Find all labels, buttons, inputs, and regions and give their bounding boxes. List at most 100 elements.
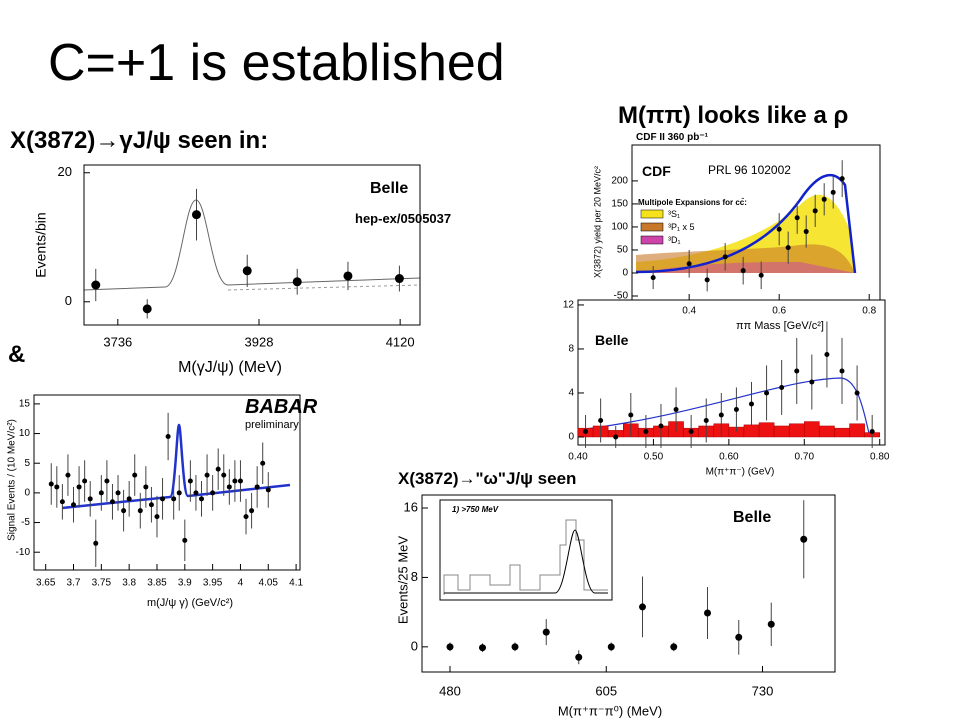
x-tick-label: 3.8 <box>122 578 136 589</box>
data-point <box>764 390 770 396</box>
x-tick-label: 4.05 <box>259 578 279 589</box>
data-point <box>76 484 82 490</box>
data-point <box>48 481 54 487</box>
plot-frame <box>577 299 886 446</box>
data-point <box>511 643 519 651</box>
legend-swatch <box>640 209 664 219</box>
data-point <box>639 603 646 611</box>
y-axis-label: X(3872) yield per 20 MeV/c² <box>592 166 602 278</box>
y-tick-label: 0 <box>411 638 418 653</box>
data-point <box>650 275 656 281</box>
data-point <box>148 502 154 508</box>
legend-swatch <box>640 222 664 232</box>
x-tick-label: 0.40 <box>568 452 588 463</box>
x-axis-label: M(π⁺π⁻) (GeV) <box>706 467 775 478</box>
data-point <box>613 434 619 440</box>
data-point <box>583 428 589 434</box>
y-tick-label: 200 <box>611 176 628 187</box>
data-point <box>171 496 177 502</box>
data-point <box>191 210 201 220</box>
plot-note: ³P₁ x 5 <box>668 222 695 232</box>
x-tick-label: 4.1 <box>289 578 303 589</box>
data-point <box>343 271 353 281</box>
data-point <box>210 490 216 496</box>
plot-frame <box>33 394 301 571</box>
plot-note: ³S₁ <box>668 209 680 219</box>
data-point <box>154 514 160 520</box>
data-point <box>187 478 193 484</box>
x-tick-label: 0.80 <box>870 452 890 463</box>
x-tick-label: 3.65 <box>36 578 56 589</box>
y-tick-label: 16 <box>404 499 418 514</box>
x-tick-label: 3.9 <box>178 578 192 589</box>
data-point <box>704 277 710 283</box>
x-tick-label: 3928 <box>245 334 274 349</box>
data-point <box>794 368 800 374</box>
data-point <box>98 490 104 496</box>
data-point <box>839 176 845 182</box>
x-tick-label: 3.7 <box>67 578 81 589</box>
legend-swatch <box>640 235 664 245</box>
data-point <box>686 261 692 267</box>
y-tick-label: 12 <box>563 300 575 311</box>
omega-heading: X(3872)→"ω"J/ψ seen <box>398 469 576 488</box>
fit-curve <box>577 377 871 438</box>
x-axis-label: M(π⁺π⁻π⁰) (MeV) <box>558 703 662 718</box>
data-point <box>254 484 260 490</box>
data-point <box>803 229 809 235</box>
y-axis-label: Events/bin <box>33 212 49 277</box>
left-heading: X(3872)→γJ/ψ seen in: <box>10 127 268 154</box>
data-point <box>193 490 199 496</box>
data-point <box>598 417 604 423</box>
inset-frame <box>439 499 613 601</box>
data-point <box>115 490 121 496</box>
data-point <box>722 254 728 260</box>
y-tick-label: 0 <box>568 432 574 443</box>
data-point <box>93 540 99 546</box>
data-point <box>542 628 550 636</box>
data-point <box>735 633 743 641</box>
data-point <box>65 472 71 478</box>
data-point <box>673 406 679 412</box>
background-bar <box>819 425 835 438</box>
data-point <box>479 644 486 652</box>
d-wave-area <box>636 262 855 273</box>
y-tick-label: 15 <box>19 399 31 410</box>
fit-curve <box>635 173 857 274</box>
background-line <box>227 284 421 291</box>
x-tick-label: 3.85 <box>147 578 167 589</box>
x-tick-label: 4120 <box>386 334 415 349</box>
x-tick-label: 0.4 <box>682 306 696 317</box>
y-tick-label: 5 <box>24 458 30 469</box>
data-point <box>809 379 815 385</box>
data-point <box>237 478 243 484</box>
data-point <box>785 245 791 251</box>
x-tick-label: 3.95 <box>203 578 223 589</box>
data-point <box>688 428 694 434</box>
inset-fit <box>444 529 608 594</box>
right-heading: M(ππ) looks like a ρ <box>618 102 848 129</box>
data-point <box>215 466 221 472</box>
data-point <box>82 478 88 484</box>
x-tick-label: 480 <box>439 683 461 698</box>
data-point <box>232 478 238 484</box>
data-point <box>670 643 678 651</box>
plot-note: ³D₁ <box>668 235 681 245</box>
data-point <box>182 537 188 543</box>
data-point <box>260 460 266 466</box>
plot-note: Belle <box>733 509 771 526</box>
x-axis-label: ππ Mass [GeV/c²] <box>736 320 824 332</box>
data-point <box>242 266 252 276</box>
x-tick-label: 3736 <box>103 334 132 349</box>
data-point <box>143 484 149 490</box>
plot-note: Belle <box>370 180 408 197</box>
y-tick-label: 8 <box>568 344 574 355</box>
x-tick-label: 730 <box>752 683 774 698</box>
x-axis-label: M(γJ/ψ) (MeV) <box>178 359 282 376</box>
data-point <box>575 653 583 661</box>
data-point <box>839 368 845 374</box>
data-point <box>607 643 615 651</box>
x-tick-label: 0.8 <box>862 306 876 317</box>
y-tick-label: 10 <box>19 428 31 439</box>
data-point <box>718 412 724 418</box>
